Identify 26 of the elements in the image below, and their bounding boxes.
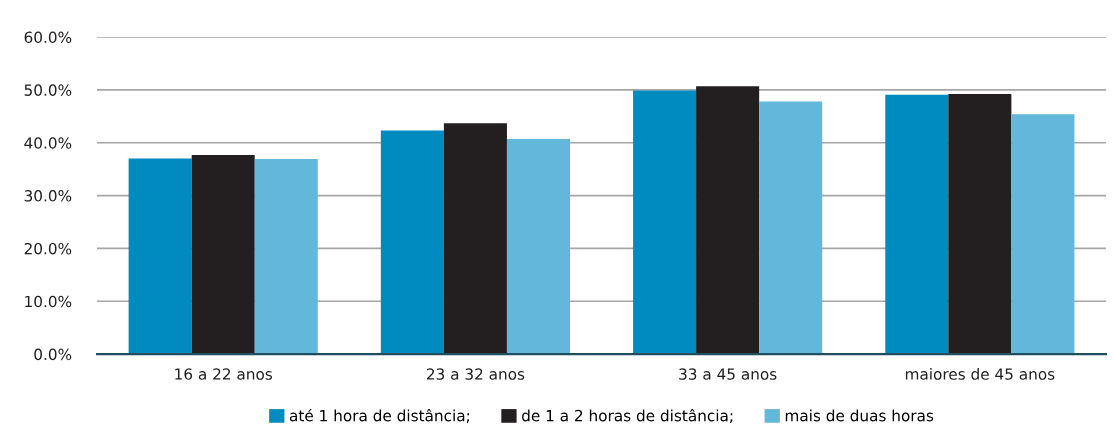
bar (380, 130, 444, 355)
legend-label: até 1 hora de distância; (289, 408, 469, 423)
bar (254, 159, 318, 355)
y-tick-label: 60.0% (24, 31, 72, 44)
x-tick-label: 33 a 45 anos (679, 368, 777, 380)
y-tick-label: 10.0% (25, 295, 72, 308)
y-tick-label: 20.0% (24, 242, 72, 255)
bar (128, 158, 192, 355)
y-tick-label: 50.0% (24, 84, 72, 96)
y-tick-label: 30.0% (24, 190, 72, 202)
bar (506, 139, 570, 355)
x-tick-label: maiores de 45 anos (905, 368, 1055, 380)
bar (696, 86, 760, 355)
bar (1011, 114, 1075, 355)
bar (633, 90, 697, 355)
bar (443, 123, 507, 355)
bar (948, 94, 1012, 355)
bar (191, 154, 255, 355)
y-tick-label: 0.0% (34, 348, 72, 361)
legend-label: de 1 a 2 horas de distância; (522, 408, 733, 423)
x-tick-label: 23 a 32 anos (426, 368, 525, 380)
y-tick-label: 40.0% (24, 137, 72, 149)
legend-label: mais de duas horas (785, 409, 934, 422)
bar (885, 94, 949, 355)
bar (759, 101, 823, 355)
x-tick-label: 16 a 22 anos (175, 368, 273, 380)
